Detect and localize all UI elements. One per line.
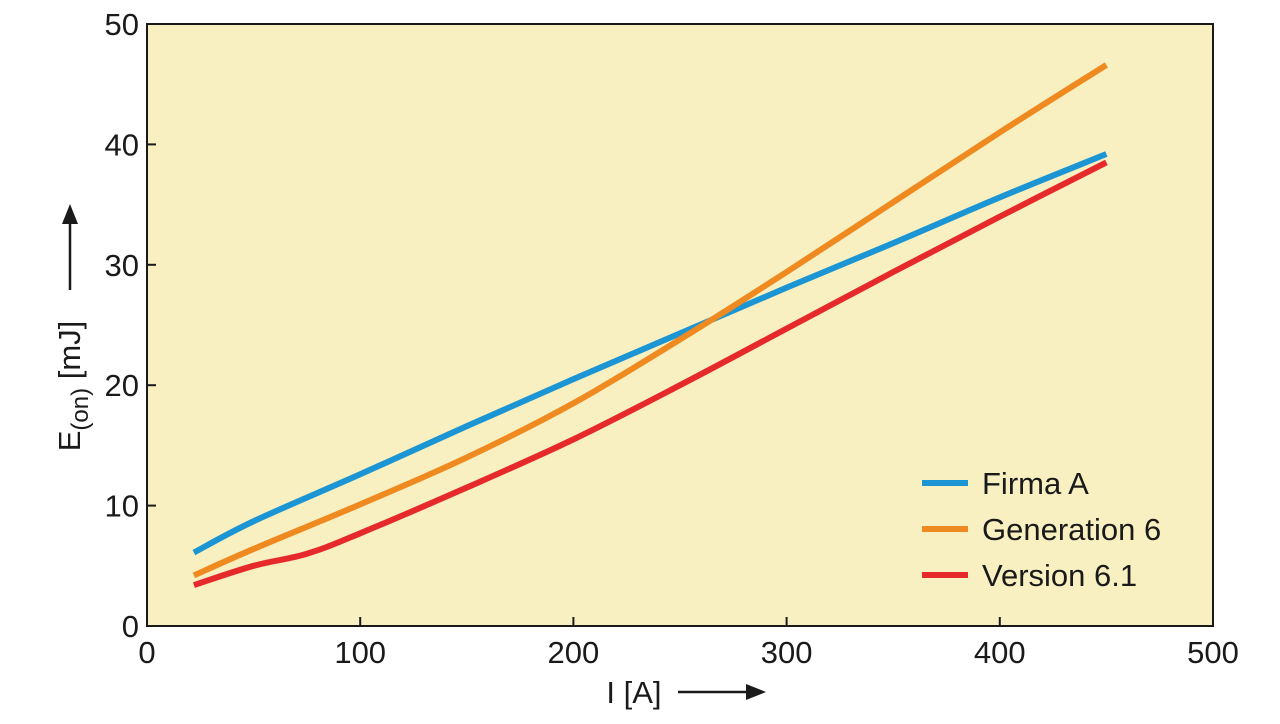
y-tick-label: 30 [105,248,139,283]
y-axis-label-sub: (on) [67,388,94,431]
x-tick-label: 300 [761,635,813,670]
x-tick-label: 200 [548,635,600,670]
y-tick-label: 40 [105,127,139,162]
x-tick-label: 500 [1187,635,1239,670]
y-tick-label: 10 [105,489,139,524]
y-tick-label: 0 [122,609,139,644]
legend: Firma A Generation 6 Version 6.1 [922,466,1161,593]
x-tick-label: 400 [974,635,1026,670]
y-axis-label-main: E [52,431,87,452]
ticks-layer: 0 100 200 300 400 500 0 10 20 30 40 50 [105,7,1239,670]
plot-area [146,23,1214,627]
series-line-2 [192,62,1109,579]
y-axis-label: E(on) [mJ] [52,321,94,452]
legend-label-2: Generation 6 [982,512,1161,547]
x-tick-label: 0 [138,635,155,670]
legend-label-3: Version 6.1 [982,558,1137,593]
x-axis-arrow-icon [678,684,766,700]
x-axis-label: I [A] [606,675,661,710]
y-tick-label: 50 [105,7,139,42]
series-layer [192,62,1109,588]
y-tick-label: 20 [105,368,139,403]
y-axis-label-unit: [mJ] [52,321,87,388]
series-line-1 [192,151,1108,556]
x-tick-label: 100 [334,635,386,670]
series-line-3 [192,159,1108,588]
y-axis-arrow-icon [62,204,78,290]
legend-label-1: Firma A [982,466,1089,501]
